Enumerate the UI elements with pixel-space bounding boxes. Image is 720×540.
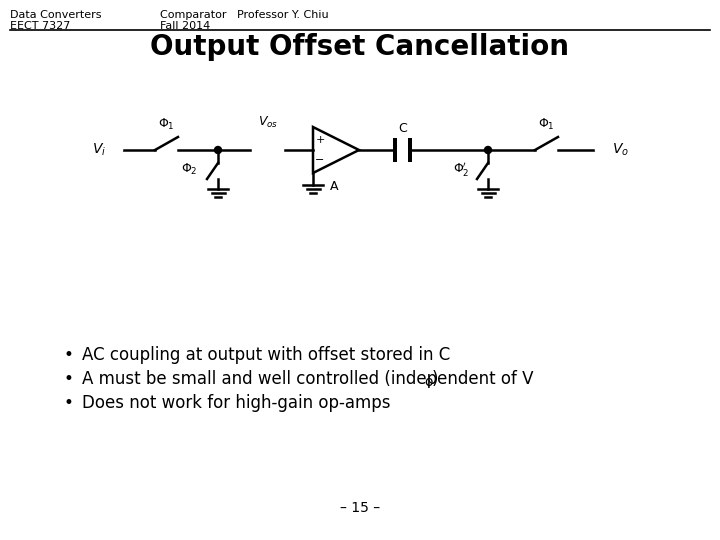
- Circle shape: [596, 146, 604, 154]
- Text: +: +: [269, 141, 278, 151]
- Text: Output Offset Cancellation: Output Offset Cancellation: [150, 33, 570, 61]
- Text: •: •: [63, 370, 73, 388]
- Text: Fall 2014: Fall 2014: [160, 21, 210, 31]
- Text: •: •: [63, 394, 73, 412]
- Text: Does not work for high-gain op-amps: Does not work for high-gain op-amps: [82, 394, 390, 412]
- Text: C: C: [398, 122, 407, 135]
- Circle shape: [253, 135, 283, 165]
- Text: A: A: [330, 180, 338, 193]
- Text: – 15 –: – 15 –: [340, 501, 380, 515]
- Text: EECT 7327: EECT 7327: [10, 21, 71, 31]
- Text: ): ): [432, 370, 438, 388]
- Text: $\Phi_2$: $\Phi_2$: [181, 161, 198, 177]
- Text: $V_o$: $V_o$: [612, 142, 629, 158]
- Text: o: o: [424, 375, 433, 389]
- Circle shape: [114, 146, 122, 154]
- Text: $\Phi_1$: $\Phi_1$: [158, 117, 175, 132]
- Text: $V_{os}$: $V_{os}$: [258, 115, 278, 130]
- Text: −: −: [315, 155, 325, 165]
- Text: •: •: [63, 346, 73, 364]
- Circle shape: [485, 146, 492, 153]
- Text: Comparator   Professor Y. Chiu: Comparator Professor Y. Chiu: [160, 10, 328, 20]
- Text: $\Phi_1$: $\Phi_1$: [538, 117, 555, 132]
- Text: Data Converters: Data Converters: [10, 10, 102, 20]
- Text: AC coupling at output with offset stored in C: AC coupling at output with offset stored…: [82, 346, 450, 364]
- Text: A must be small and well controlled (independent of V: A must be small and well controlled (ind…: [82, 370, 534, 388]
- Circle shape: [215, 146, 222, 153]
- Text: $V_i$: $V_i$: [92, 142, 106, 158]
- Text: +: +: [315, 135, 325, 145]
- Text: $\Phi_2'$: $\Phi_2'$: [454, 160, 470, 178]
